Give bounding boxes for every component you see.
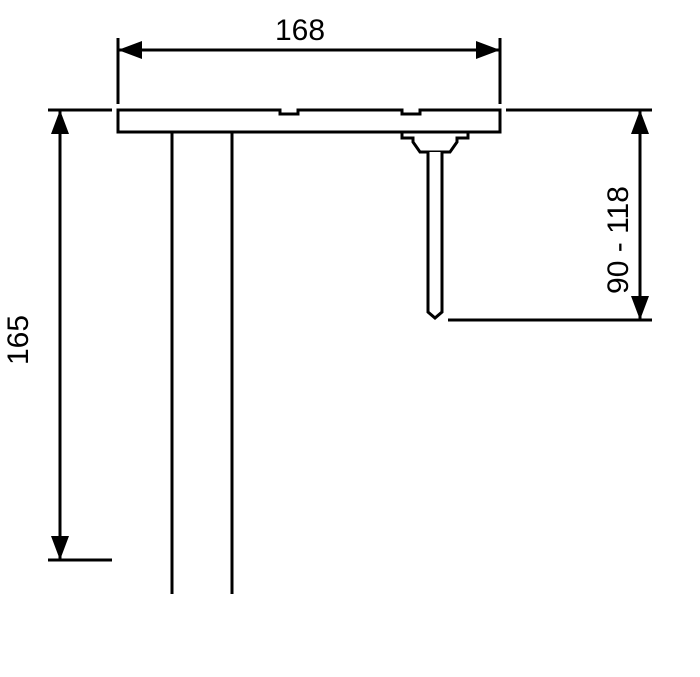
dimension-left-height: 165	[2, 110, 112, 560]
part-outline	[118, 110, 500, 594]
dimension-top-width: 168	[118, 14, 500, 104]
dim-label-height: 165	[2, 315, 35, 365]
dimension-right-height: 90 - 118	[448, 110, 652, 320]
dim-label-width: 168	[275, 14, 325, 47]
technical-drawing: 168 165 90 - 118	[0, 0, 700, 677]
dim-label-range: 90 - 118	[602, 186, 635, 294]
